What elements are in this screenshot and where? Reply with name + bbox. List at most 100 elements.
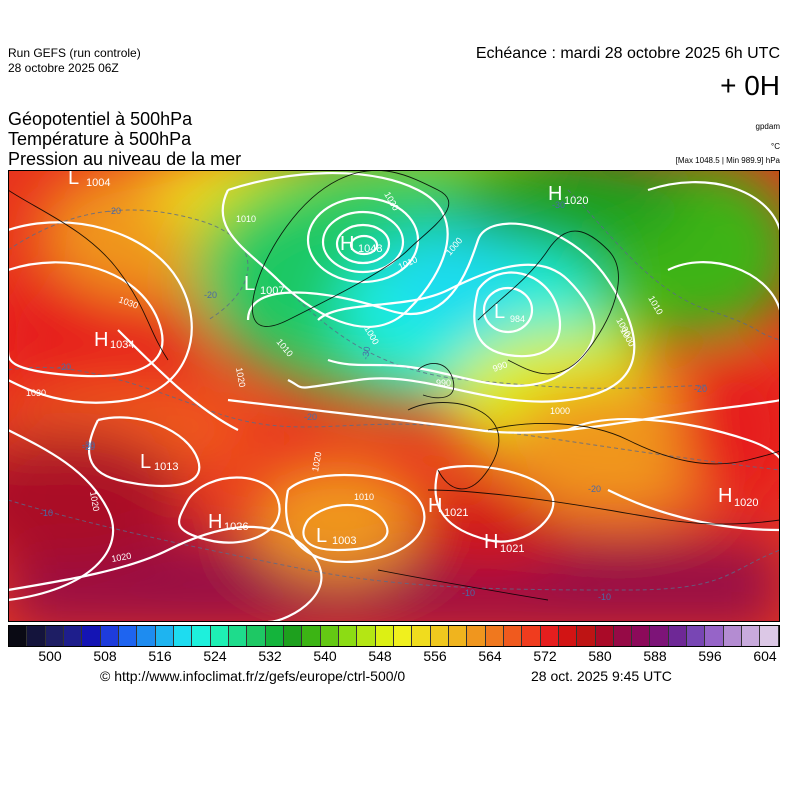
colorbar-swatch (9, 626, 28, 646)
colorbar-swatch (540, 626, 559, 646)
pressure-centers: L 1004 H 1048 L 1007 H 1034 L 1013 H 102… (68, 170, 758, 555)
colorbar-swatch (558, 626, 578, 646)
isobar-label: 1020 (111, 551, 132, 564)
colorbar (8, 625, 780, 647)
pc-value: 1026 (224, 521, 248, 533)
colorbar-swatch (613, 626, 633, 646)
colorbar-swatch (687, 626, 706, 646)
unit-temperature: °C (771, 142, 780, 151)
colorbar-swatch (412, 626, 431, 646)
colorbar-swatch (265, 626, 284, 646)
credit-url: © http://www.infoclimat.fr/z/gefs/europe… (100, 668, 406, 684)
colorbar-tick-label: 572 (533, 648, 557, 664)
pc-letter: H (340, 233, 354, 255)
colorbar-swatch (27, 626, 46, 646)
pc-value: 984 (510, 314, 525, 324)
pc-letter: L (316, 525, 327, 547)
temperature-label: -10 (40, 508, 53, 518)
colorbar-swatch (283, 626, 303, 646)
colorbar-swatch (302, 626, 321, 646)
temperature-label: -30 (552, 200, 565, 210)
isobar-label: 990 (436, 378, 451, 388)
coastlines (8, 170, 780, 601)
pc-letter: H (484, 531, 498, 553)
temperature-labels: -20 -20 -30 -30 -20 -20 -20 -20 -10 -10 … (40, 200, 707, 602)
pc-letter: L (494, 301, 505, 323)
colorbar-swatch (173, 626, 193, 646)
pc-letter: L (68, 170, 79, 189)
colorbar-tick-label: 508 (93, 648, 117, 664)
isobar-label: 1030 (26, 388, 46, 398)
colorbar-swatch (357, 626, 376, 646)
isobars (8, 171, 780, 622)
temperature-label: -20 (58, 362, 71, 372)
generated-time: 28 oct. 2025 9:45 UTC (531, 668, 672, 684)
pc-letter: L (140, 451, 151, 473)
colorbar-tick-label: 548 (368, 648, 392, 664)
colorbar-swatch (632, 626, 651, 646)
colorbar-swatch (45, 626, 64, 646)
isobar-label: 1010 (354, 492, 374, 502)
pc-letter: H (548, 183, 562, 205)
colorbar-tick-label: 524 (203, 648, 227, 664)
pc-value: 1021 (444, 507, 468, 519)
colorbar-swatch (705, 626, 724, 646)
temperature-label: -20 (82, 442, 95, 452)
isobar-label: 1010 (236, 214, 256, 224)
isobar-label: 1020 (310, 451, 323, 472)
colorbar-tick-label: 588 (643, 648, 667, 664)
isobar-label: 1000 (550, 406, 570, 416)
pc-value: 1007 (260, 285, 284, 297)
colorbar-tick-label: 596 (698, 648, 722, 664)
lead-time: + 0H (720, 70, 780, 101)
colorbar-labels: 500 508 516 524 532 540 548 556 564 572 580 588 596 6… (0, 648, 788, 666)
temperature-label: -20 (304, 412, 317, 422)
temperature-label: -30 (360, 346, 372, 361)
temperature-label: -20 (588, 484, 601, 494)
colorbar-swatch (228, 626, 248, 646)
colorbar-swatch (595, 626, 614, 646)
colorbar-tick-label: 580 (588, 648, 612, 664)
colorbar-swatch (393, 626, 413, 646)
colorbar-swatch (723, 626, 743, 646)
colorbar-swatch (467, 626, 486, 646)
unit-geopotential: gpdam (755, 122, 780, 131)
pc-letter: L (244, 273, 255, 295)
isobar-label: 1020 (234, 367, 247, 388)
colorbar-tick-label: 540 (313, 648, 337, 664)
temperature-label: -30 (82, 440, 95, 450)
colorbar-swatch (247, 626, 266, 646)
temperature-label: -20 (694, 384, 707, 394)
colorbar-swatch (320, 626, 339, 646)
colorbar-swatch (63, 626, 83, 646)
parameter-pressure: Pression au niveau de la mer (8, 149, 242, 169)
colorbar-swatch (155, 626, 174, 646)
colorbar-swatch (485, 626, 504, 646)
colorbar-swatch (430, 626, 449, 646)
isobar-label: 990 (491, 359, 509, 374)
colorbar-swatch (100, 626, 119, 646)
colorbar-swatch (338, 626, 358, 646)
pc-value: 1048 (358, 243, 382, 255)
pc-value: 1004 (86, 177, 110, 189)
colorbar-tick-label: 604 (753, 648, 777, 664)
pc-letter: H (94, 329, 108, 351)
colorbar-tick-label: 500 (38, 648, 62, 664)
colorbar-tick-label: 532 (258, 648, 282, 664)
colorbar-swatch (668, 626, 688, 646)
isobar-label: 1020 (88, 491, 101, 512)
pc-value: 1013 (154, 461, 178, 473)
colorbar-swatch (760, 626, 779, 646)
run-title: Run GEFS (run controle) (8, 46, 141, 60)
run-date: 28 octobre 2025 06Z (8, 61, 119, 75)
colorbar-swatch (448, 626, 468, 646)
colorbar-swatch (137, 626, 156, 646)
colorbar-swatch (650, 626, 669, 646)
pc-value: 1003 (332, 535, 356, 547)
colorbar-swatch (118, 626, 138, 646)
pc-letter: H (208, 511, 222, 533)
temperature-label: -20 (108, 206, 121, 216)
pc-letter: H (718, 485, 732, 507)
colorbar-tick-label: 516 (148, 648, 172, 664)
weather-map: L 1004 H 1048 L 1007 H 1034 L 1013 H 102… (8, 170, 780, 622)
